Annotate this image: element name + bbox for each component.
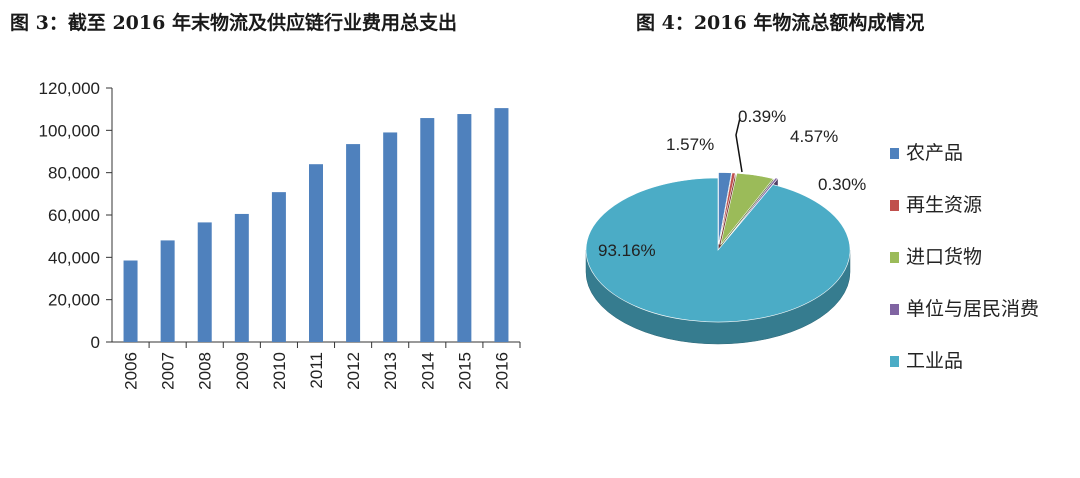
pie-chart-title: 图 4：2016 年物流总额构成情况 <box>636 12 925 34</box>
bar-2009 <box>234 213 249 342</box>
x-tick-label-2015: 2015 <box>455 352 474 390</box>
x-tick-label-2013: 2013 <box>381 352 400 390</box>
x-tick-label-2007: 2007 <box>159 352 178 390</box>
legend-label-工业品: 工业品 <box>906 350 963 372</box>
y-tick-label: 60,000 <box>48 206 100 225</box>
legend-label-进口货物: 进口货物 <box>906 246 982 268</box>
bar-2016 <box>494 108 509 342</box>
pie-label-工业品: 93.16% <box>598 241 656 260</box>
legend-swatch-再生资源 <box>890 200 899 211</box>
pie-side-4 <box>585 249 851 345</box>
pie-label-再生资源: 0.39% <box>738 107 786 126</box>
bar-chart: 0 20,000 40,000 60,000 80,000 100,000 120,000 2… <box>39 79 521 390</box>
x-tick-label-2016: 2016 <box>492 352 511 390</box>
bar-2015 <box>457 114 472 342</box>
y-tick-label: 0 <box>91 333 100 352</box>
pie-slice-再生资源 <box>718 172 736 245</box>
y-tick-label: 40,000 <box>48 248 100 267</box>
legend-swatch-进口货物 <box>890 252 899 263</box>
y-tick-label: 120,000 <box>39 79 100 98</box>
pie-cut-2 <box>720 173 737 267</box>
pie-slice-工业品 <box>585 177 851 323</box>
legend-swatch-工业品 <box>890 356 899 367</box>
pie-slice-单位与居民消费 <box>722 177 779 245</box>
y-tick-label: 80,000 <box>48 164 100 183</box>
pie-slice-进口货物 <box>720 172 774 245</box>
legend-label-农产品: 农产品 <box>906 142 963 164</box>
pie-cut-3 <box>722 178 778 266</box>
bar-2011 <box>309 164 323 342</box>
y-tick-label: 20,000 <box>48 291 100 310</box>
bar-2006 <box>123 260 138 342</box>
pie-cut-0 <box>718 172 732 267</box>
legend-label-再生资源: 再生资源 <box>906 194 982 216</box>
pie-label-单位与居民消费: 0.30% <box>818 175 866 194</box>
x-tick-label-2006: 2006 <box>122 352 141 390</box>
bar-2008 <box>197 222 212 342</box>
legend-swatch-单位与居民消费 <box>890 304 899 315</box>
x-tick-label-2009: 2009 <box>233 352 252 390</box>
x-tick-label-2011: 2011 <box>307 352 326 389</box>
legend-swatch-农产品 <box>890 148 899 159</box>
bar-2012 <box>346 144 361 342</box>
pie-cut-3 <box>722 177 776 266</box>
bar-2007 <box>160 240 175 342</box>
bar-2014 <box>420 118 435 342</box>
x-tick-label-2010: 2010 <box>270 352 289 390</box>
pie-cut-1 <box>719 173 736 267</box>
pie-label-农产品: 1.57% <box>666 135 714 154</box>
leader-line-0.39 <box>735 117 743 173</box>
bar-chart-title: 图 3：截至 2016 年末物流及供应链行业费用总支出 <box>10 12 457 34</box>
bar-2010 <box>271 192 286 342</box>
x-tick-label-2012: 2012 <box>344 352 363 390</box>
pie-cut-1 <box>719 172 733 267</box>
y-tick-label: 100,000 <box>39 121 100 140</box>
pie-label-进口货物: 4.57% <box>790 127 838 146</box>
legend-label-单位与居民消费: 单位与居民消费 <box>906 298 1039 320</box>
pie-slice-农产品 <box>718 172 732 245</box>
x-tick-label-2014: 2014 <box>418 352 437 390</box>
bar-2013 <box>383 132 398 342</box>
pie-cut-2 <box>720 178 774 267</box>
x-tick-label-2008: 2008 <box>196 352 215 390</box>
